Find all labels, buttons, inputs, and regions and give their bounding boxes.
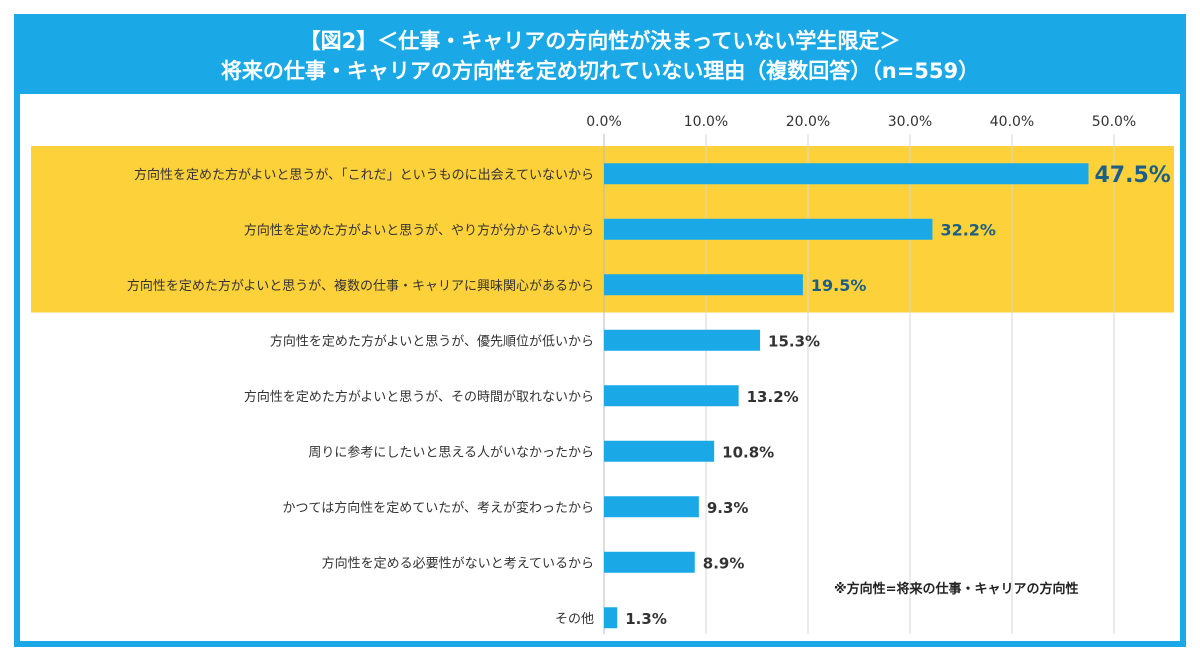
bar: [604, 551, 695, 573]
bar: [604, 163, 1089, 185]
category-label: 方向性を定めた方がよいと思うが、複数の仕事・キャリアに興味関心があるから: [127, 278, 594, 294]
x-tick-label: 10.0%: [684, 114, 728, 130]
value-label: 32.2%: [940, 220, 996, 239]
category-label: 方向性を定めた方がよいと思うが、優先順位が低いから: [270, 333, 594, 349]
bar: [604, 607, 618, 629]
category-label: 方向性を定める必要性がないと考えているから: [322, 555, 594, 571]
bar: [604, 218, 933, 240]
value-label: 15.3%: [768, 332, 820, 350]
bar: [604, 496, 699, 518]
chart-panel: 0.0% 10.0% 20.0% 30.0% 40.0% 50.0% 方向性を定めた方がよい…: [20, 94, 1180, 641]
title-line-1: 【図2】＜仕事・キャリアの方向性が決まっていない学生限定＞: [299, 29, 901, 53]
category-label: かつては方向性を定めていたが、考えが変わったから: [283, 500, 594, 516]
category-label: 周りに参考にしたいと思える人がいなかったから: [308, 444, 594, 460]
category-label: 方向性を定めた方がよいと思うが、「これだ」というものに出会えていないから: [134, 167, 594, 183]
chart-frame: 【図2】＜仕事・キャリアの方向性が決まっていない学生限定＞ 将来の仕事・キャリア…: [14, 14, 1186, 647]
value-label: 47.5%: [1095, 163, 1171, 188]
x-tick-label: 50.0%: [1092, 114, 1136, 130]
bar-chart: 0.0% 10.0% 20.0% 30.0% 40.0% 50.0% 方向性を定めた方がよい…: [31, 114, 1174, 634]
bar: [604, 329, 761, 351]
category-label: その他: [555, 612, 594, 627]
title-line-2: 将来の仕事・キャリアの方向性を定め切れていない理由（複数回答）（n=559）: [220, 59, 980, 83]
category-label: 方向性を定めた方がよいと思うが、その時間が取れないから: [244, 389, 594, 405]
bar: [604, 385, 739, 407]
footnote: ※方向性=将来の仕事・キャリアの方向性: [834, 582, 1079, 597]
x-tick-label: 0.0%: [586, 114, 622, 130]
value-label: 10.8%: [722, 443, 774, 461]
category-label: 方向性を定めた方がよいと思うが、やり方が分からないから: [244, 222, 594, 238]
value-label: 13.2%: [747, 388, 799, 406]
x-tick-label: 20.0%: [786, 114, 830, 130]
x-tick-label: 30.0%: [888, 114, 932, 130]
value-label: 1.3%: [625, 610, 667, 628]
value-label: 8.9%: [703, 554, 745, 572]
bar: [604, 274, 803, 296]
value-label: 19.5%: [811, 276, 867, 295]
value-label: 9.3%: [707, 499, 749, 517]
bar: [604, 440, 715, 462]
chart-title: 【図2】＜仕事・キャリアの方向性が決まっていない学生限定＞ 将来の仕事・キャリア…: [14, 14, 1186, 94]
x-tick-label: 40.0%: [990, 114, 1034, 130]
